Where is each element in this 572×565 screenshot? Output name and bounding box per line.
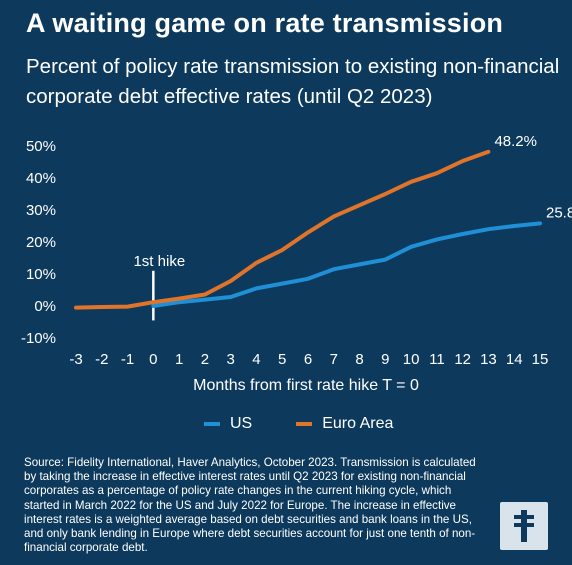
x-tick-label: 12	[454, 351, 471, 368]
legend-item-euro-area: Euro Area	[296, 415, 393, 433]
y-axis-ticks: -10% 0% 10% 20% 30% 40% 50%	[21, 138, 56, 347]
chart-subtitle: Percent of policy rate transmission to e…	[26, 55, 560, 108]
x-tick-label: 6	[304, 351, 312, 368]
x-axis-label: Months from first rate hike T = 0	[193, 377, 419, 394]
legend: US Euro Area	[204, 415, 437, 433]
x-tick-label: 13	[480, 351, 497, 368]
line-chart: -10%0%10%20%30%40%50% -3 -2 -1 0 1 2 3 4 5 6 7 8 9 10…	[21, 133, 572, 394]
legend-item-us: US	[204, 415, 252, 433]
end-value-label: 25.8%	[546, 204, 572, 221]
x-tick-label: 4	[252, 351, 260, 368]
x-tick-label: 10	[403, 351, 420, 368]
end-value-label: 48.2%	[494, 133, 537, 150]
y-tick-label: 30%	[26, 202, 56, 219]
x-tick-label: -1	[121, 351, 134, 368]
y-tick-label: 10%	[26, 266, 56, 283]
x-tick-label: 9	[381, 351, 389, 368]
x-tick-label: 15	[532, 351, 549, 368]
fidelity-logo	[500, 502, 548, 550]
x-tick-label: 5	[278, 351, 286, 368]
source-note: Source: Fidelity International, Haver An…	[24, 456, 476, 555]
legend-swatch-us	[204, 422, 220, 426]
x-tick-label: 7	[330, 351, 338, 368]
x-tick-label: 11	[429, 351, 445, 368]
legend-swatch-euro-area	[296, 422, 313, 426]
series-line-us	[151, 221, 542, 308]
series-lines	[74, 149, 542, 310]
y-tick-label: 50%	[26, 138, 56, 155]
x-tick-label: 1	[175, 351, 183, 368]
x-tick-label: 2	[201, 351, 209, 368]
series-line-euro-area	[74, 149, 491, 310]
x-tick-label: 8	[355, 351, 363, 368]
chart-title: A waiting game on rate transmission	[26, 8, 504, 38]
x-tick-label: 14	[506, 351, 523, 368]
x-tick-label: 0	[149, 351, 157, 368]
x-axis-ticks: -3 -2 -1 0 1 2 3 4 5 6 7 8 9 10 11 12 13 14 15	[69, 351, 548, 368]
y-tick-label: 0%	[34, 298, 56, 315]
x-tick-label: -3	[69, 351, 82, 368]
series-end-labels: 48.2% 25.8%	[494, 133, 572, 222]
y-tick-label: -10%	[21, 330, 56, 347]
y-tick-label: 20%	[26, 234, 56, 251]
fidelity-f-logo-icon	[514, 510, 534, 542]
hike-marker-label: 1st hike	[133, 253, 185, 270]
x-tick-label: 3	[226, 351, 234, 368]
y-tick-label: 40%	[26, 170, 56, 187]
legend-label-euro-area: Euro Area	[322, 415, 394, 432]
legend-label-us: US	[230, 415, 253, 432]
x-tick-label: -2	[95, 351, 108, 368]
